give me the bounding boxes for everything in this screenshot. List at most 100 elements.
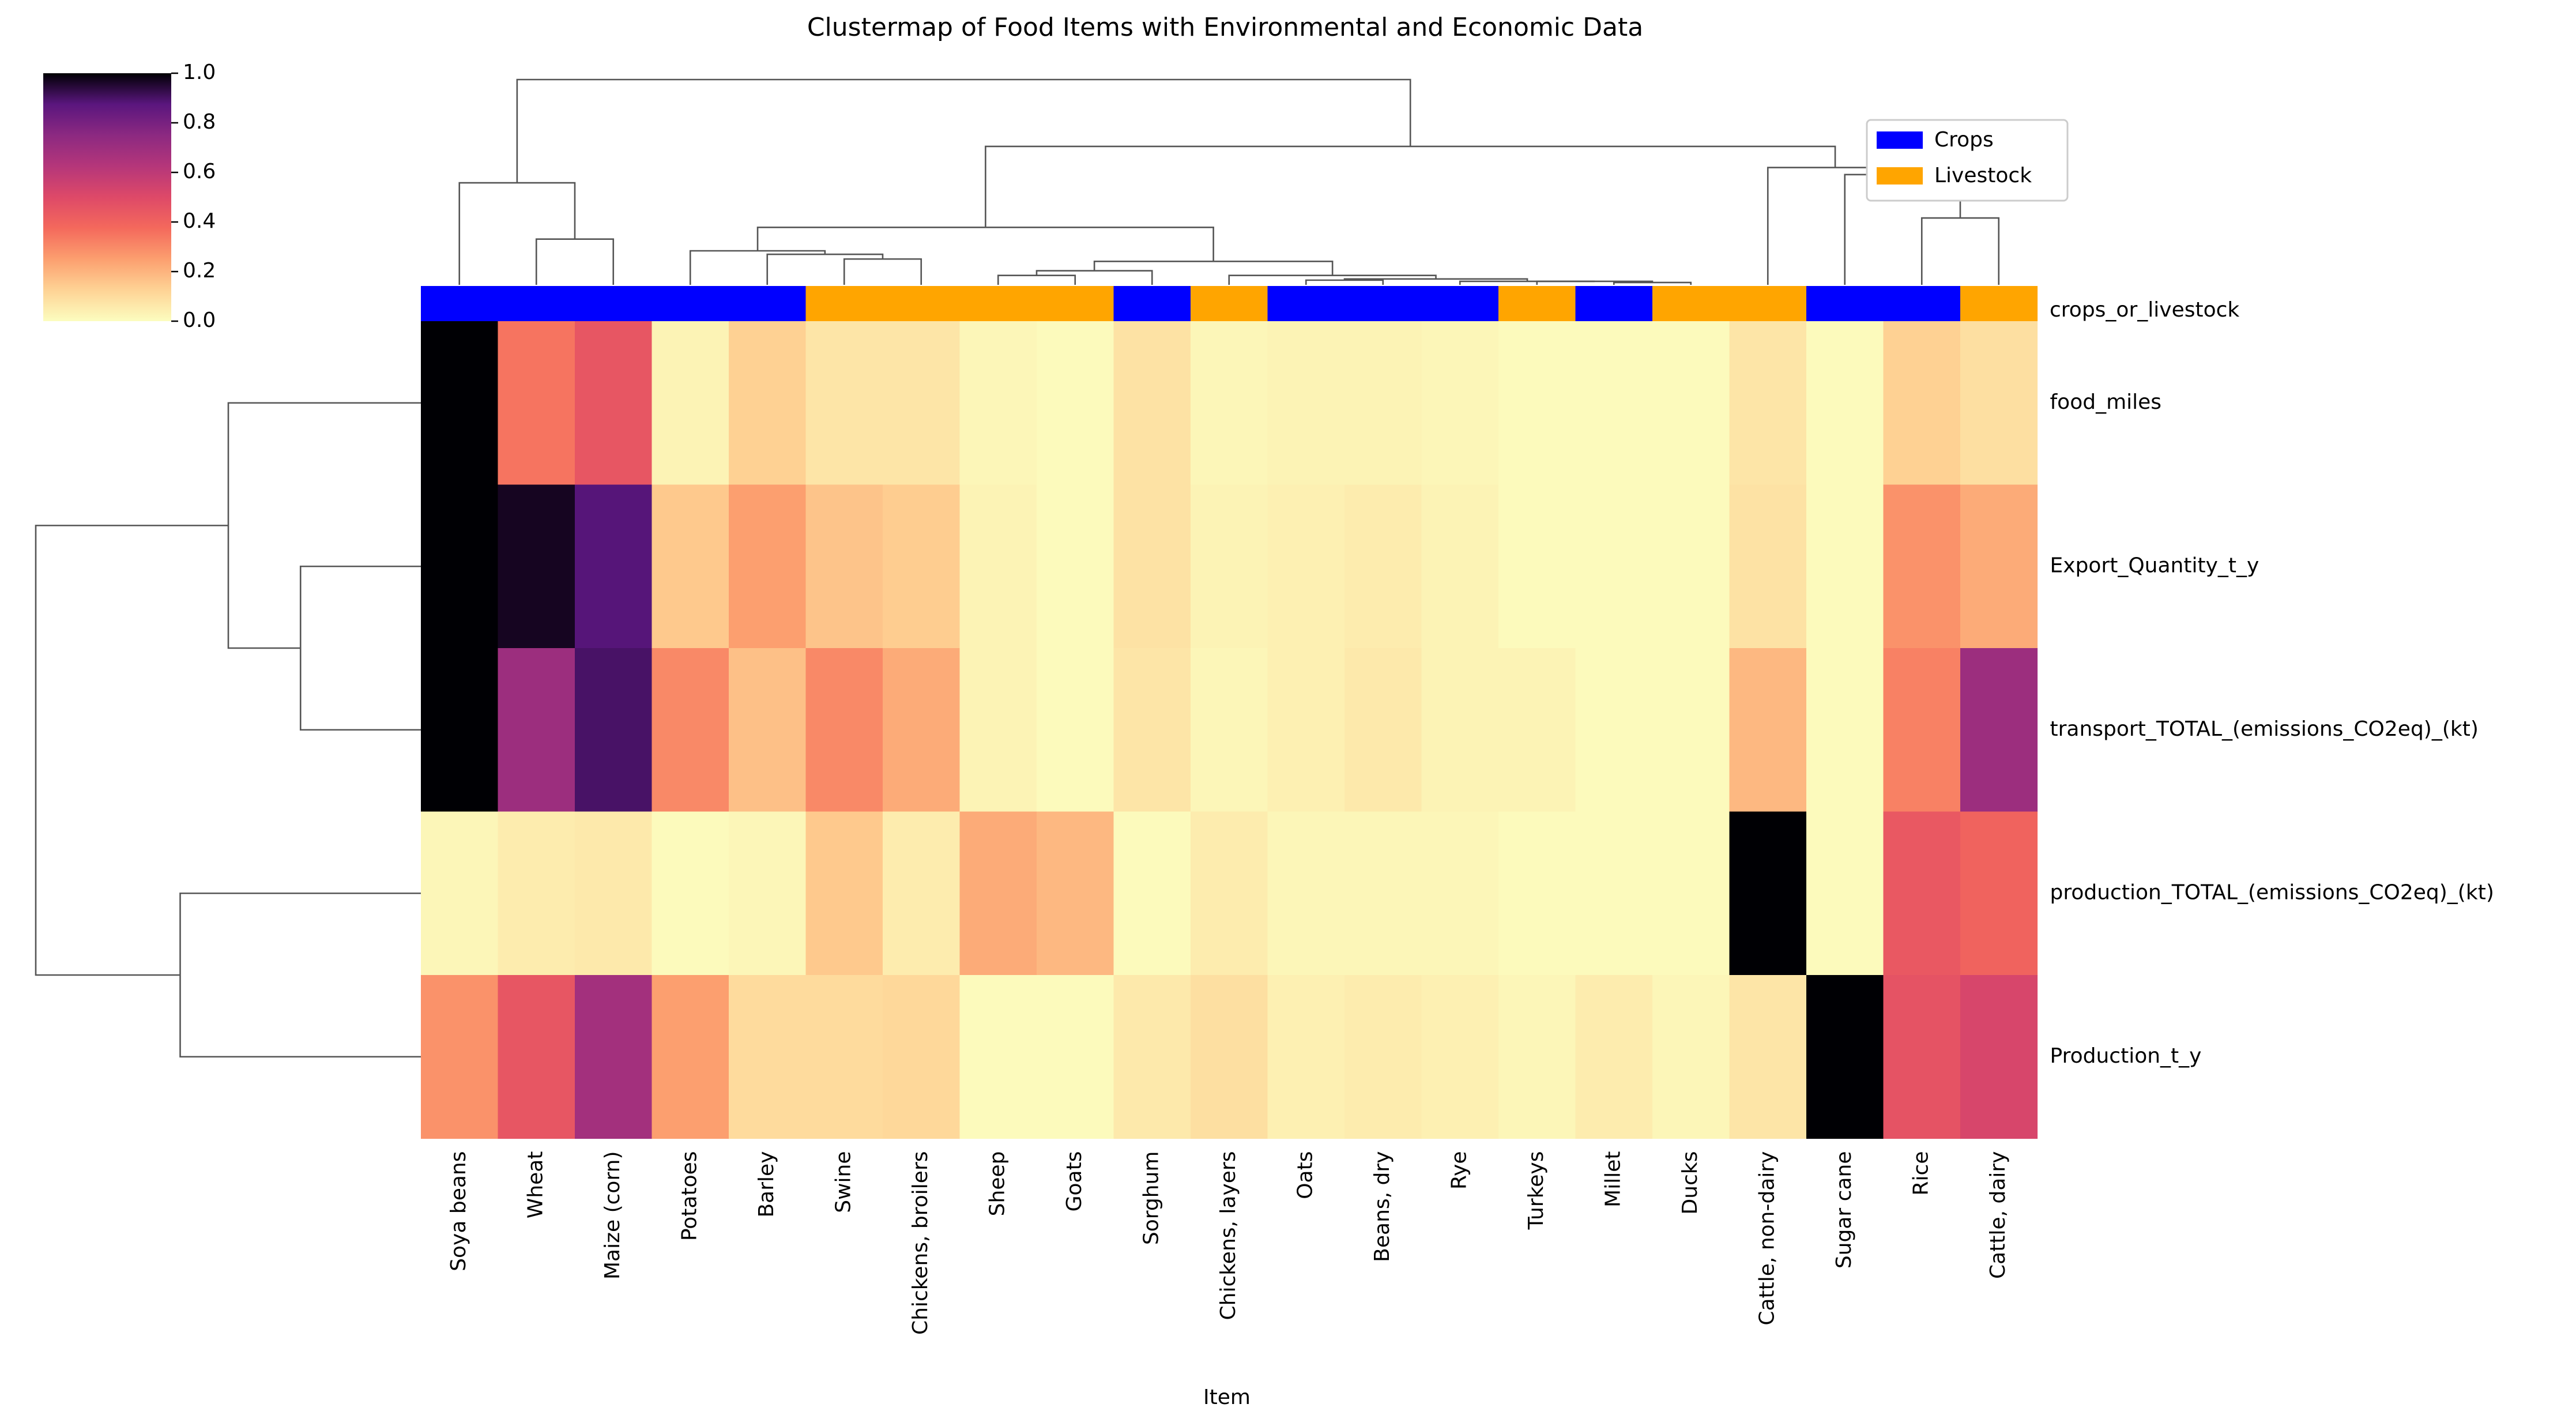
heatmap-cell-production-total-emissions-co2eq-kt-wheat: [498, 811, 575, 976]
heatmap-cell-export-quantity-t-y-sorghum: [1113, 484, 1191, 649]
heatmap-cell-production-t-y-soya-beans: [421, 975, 499, 1139]
heatmap-cell-production-t-y-wheat: [498, 975, 575, 1139]
column-dendrogram-link-4: [1343, 278, 1528, 281]
heatmap-cell-transport-total-emissions-co2eq-kt-chickens-broilers: [883, 648, 961, 812]
heatmap-cell-production-t-y-chickens-layers: [1191, 975, 1268, 1139]
colorbar-gradient: [43, 73, 171, 321]
heatmap-cell-food-miles-chickens-layers: [1191, 321, 1268, 485]
heatmap-cell-transport-total-emissions-co2eq-kt-maize-corn: [575, 648, 653, 812]
heatmap-cells: [421, 321, 2038, 1139]
row-label-export-quantity-t-y: Export_Quantity_t_y: [2050, 554, 2259, 577]
heatmap-cell-export-quantity-t-y-maize-corn: [575, 484, 653, 649]
heatmap-cell-transport-total-emissions-co2eq-kt-ducks: [1652, 648, 1730, 812]
crops-or-livestock-strip: [421, 286, 2038, 321]
column-dendrogram-link-6: [997, 274, 1076, 285]
group-strip-cell-ducks: [1652, 286, 1730, 321]
heatmap-cell-transport-total-emissions-co2eq-kt-cattle-dairy: [1960, 648, 2038, 812]
heatmap-cell-food-miles-potatoes: [651, 321, 729, 485]
row-label-production-t-y: Production_t_y: [2050, 1044, 2202, 1068]
column-dendrogram-link-5: [1228, 274, 1437, 285]
column-label-beans-dry: Beans, dry: [1370, 1151, 1394, 1262]
heatmap-cell-food-miles-turkeys: [1498, 321, 1576, 485]
group-strip-cell-cattle-non-dairy: [1729, 286, 1807, 321]
group-strip-cell-wheat: [498, 286, 575, 321]
heatmap-cell-transport-total-emissions-co2eq-kt-beans-dry: [1345, 648, 1422, 812]
row-dendrogram-link-3: [35, 525, 228, 976]
group-strip-cell-maize-corn: [575, 286, 653, 321]
heatmap-cell-transport-total-emissions-co2eq-kt-barley: [729, 648, 807, 812]
column-label-barley: Barley: [755, 1151, 778, 1218]
heatmap-cell-export-quantity-t-y-ducks: [1652, 484, 1730, 649]
group-strip-cell-rice: [1883, 286, 1961, 321]
heatmap-cell-production-total-emissions-co2eq-kt-rice: [1883, 811, 1961, 976]
group-strip-cell-sheep: [959, 286, 1037, 321]
heatmap-cell-food-miles-rice: [1883, 321, 1961, 485]
heatmap-cell-production-total-emissions-co2eq-kt-chickens-layers: [1191, 811, 1268, 976]
group-strip-cell-turkeys: [1498, 286, 1576, 321]
heatmap-cell-production-t-y-millet: [1575, 975, 1653, 1139]
row-label-production-total-emissions-co2eq-kt: production_TOTAL_(emissions_CO2eq)_(kt): [2050, 880, 2494, 904]
heatmap-cell-production-t-y-rice: [1883, 975, 1961, 1139]
column-label-millet: Millet: [1601, 1151, 1625, 1207]
heatmap-cell-production-total-emissions-co2eq-kt-cattle-non-dairy: [1729, 811, 1807, 976]
column-labels: Soya beans Wheat Maize (corn) Potatoes Barle…: [447, 1151, 2010, 1335]
heatmap-cell-food-miles-cattle-non-dairy: [1729, 321, 1807, 485]
heatmap-cell-production-t-y-oats: [1267, 975, 1345, 1139]
group-strip-cell-beans-dry: [1345, 286, 1422, 321]
heatmap-cell-food-miles-rye: [1421, 321, 1499, 485]
heatmap-cell-export-quantity-t-y-cattle-non-dairy: [1729, 484, 1807, 649]
group-strip-cell-potatoes: [651, 286, 729, 321]
heatmap-cell-food-miles-sheep: [959, 321, 1037, 485]
column-dendrogram-link-2: [1459, 280, 1595, 285]
heatmap-cell-production-total-emissions-co2eq-kt-turkeys: [1498, 811, 1576, 976]
group-strip-cell-oats: [1267, 286, 1345, 321]
heatmap-cell-food-miles-sorghum: [1113, 321, 1191, 485]
x-axis-label: Item: [1203, 1386, 1251, 1409]
heatmap-cell-production-t-y-potatoes: [651, 975, 729, 1139]
heatmap-cell-export-quantity-t-y-beans-dry: [1345, 484, 1422, 649]
heatmap-cell-production-total-emissions-co2eq-kt-maize-corn: [575, 811, 653, 976]
colorbar-tick-label-1: 0.2: [183, 259, 216, 283]
heatmap-cell-transport-total-emissions-co2eq-kt-sorghum: [1113, 648, 1191, 812]
column-dendrogram-link-19: [516, 78, 1411, 183]
heatmap-cell-production-total-emissions-co2eq-kt-sheep: [959, 811, 1037, 976]
heatmap-cell-food-miles-cattle-dairy: [1960, 321, 2038, 485]
colorbar-tick-label-3: 0.6: [183, 160, 216, 183]
group-strip-cell-barley: [729, 286, 807, 321]
heatmap-cell-export-quantity-t-y-sheep: [959, 484, 1037, 649]
heatmap-cell-production-t-y-cattle-non-dairy: [1729, 975, 1807, 1139]
colorbar-tick-label-4: 0.8: [183, 110, 216, 134]
heatmap-cell-production-total-emissions-co2eq-kt-goats: [1037, 811, 1114, 976]
heatmap-cell-food-miles-millet: [1575, 321, 1653, 485]
group-strip-cell-goats: [1037, 286, 1114, 321]
group-strip-cell-rye: [1421, 286, 1499, 321]
heatmap-cell-transport-total-emissions-co2eq-kt-goats: [1037, 648, 1114, 812]
column-dendrogram-link-3: [1305, 279, 1384, 285]
heatmap-cell-export-quantity-t-y-swine: [805, 484, 883, 649]
column-label-sheep: Sheep: [985, 1151, 1009, 1217]
column-label-swine: Swine: [831, 1151, 855, 1213]
heatmap-cell-transport-total-emissions-co2eq-kt-potatoes: [651, 648, 729, 812]
heatmap-cell-export-quantity-t-y-oats: [1267, 484, 1345, 649]
heatmap-cell-production-t-y-swine: [805, 975, 883, 1139]
column-label-chickens-broilers: Chickens, broilers: [909, 1151, 932, 1335]
heatmap-cell-transport-total-emissions-co2eq-kt-wheat: [498, 648, 575, 812]
heatmap-cell-production-t-y-beans-dry: [1345, 975, 1422, 1139]
legend-label-crops: Crops: [1934, 128, 1994, 152]
heatmap-cell-production-total-emissions-co2eq-kt-ducks: [1652, 811, 1730, 976]
group-strip-cell-swine: [805, 286, 883, 321]
column-dendrogram-link-7: [1035, 270, 1153, 285]
column-label-maize-corn: Maize (corn): [601, 1151, 624, 1280]
column-dendrogram-link-9: [843, 258, 922, 285]
column-label-cattle-non-dairy: Cattle, non-dairy: [1755, 1151, 1779, 1326]
group-strip-cell-soya-beans: [421, 286, 499, 321]
row-label-food-miles: food_miles: [2050, 390, 2162, 414]
heatmap-cell-export-quantity-t-y-chickens-broilers: [883, 484, 961, 649]
heatmap-cell-transport-total-emissions-co2eq-kt-rice: [1883, 648, 1961, 812]
heatmap-cell-transport-total-emissions-co2eq-kt-turkeys: [1498, 648, 1576, 812]
heatmap-cell-production-total-emissions-co2eq-kt-beans-dry: [1345, 811, 1422, 976]
heatmap-cell-export-quantity-t-y-goats: [1037, 484, 1114, 649]
heatmap-cell-export-quantity-t-y-rye: [1421, 484, 1499, 649]
column-label-potatoes: Potatoes: [677, 1151, 701, 1241]
heatmap-cell-production-total-emissions-co2eq-kt-millet: [1575, 811, 1653, 976]
